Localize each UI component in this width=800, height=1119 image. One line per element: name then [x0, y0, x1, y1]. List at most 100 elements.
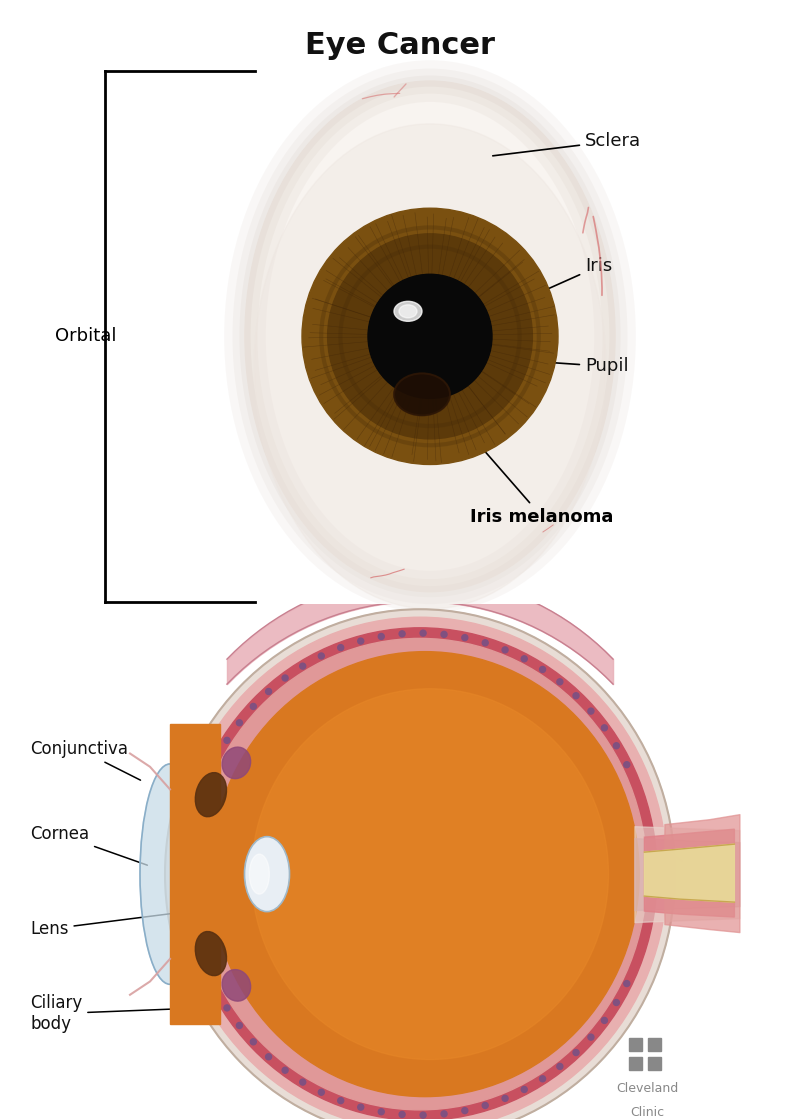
Circle shape [300, 1079, 306, 1085]
Text: Choroid: Choroid [448, 645, 524, 668]
Polygon shape [645, 829, 734, 918]
Circle shape [338, 645, 344, 650]
Text: Retina: Retina [472, 685, 553, 728]
Circle shape [197, 796, 202, 802]
Text: Iris melanoma: Iris melanoma [446, 406, 614, 526]
Circle shape [266, 1054, 271, 1060]
Circle shape [614, 743, 619, 749]
Circle shape [539, 1075, 546, 1082]
Text: Eye Cancer: Eye Cancer [305, 31, 495, 60]
Text: Iris: Iris [522, 257, 612, 300]
Circle shape [573, 693, 579, 698]
Ellipse shape [250, 854, 270, 894]
Circle shape [624, 980, 630, 987]
Ellipse shape [399, 304, 417, 318]
Circle shape [187, 838, 193, 845]
Ellipse shape [195, 772, 226, 817]
Circle shape [602, 1017, 607, 1024]
Circle shape [482, 1102, 488, 1109]
Circle shape [557, 679, 563, 685]
Circle shape [318, 1089, 324, 1096]
Ellipse shape [254, 124, 606, 609]
Ellipse shape [251, 688, 609, 1060]
Circle shape [522, 1087, 527, 1092]
Circle shape [441, 631, 447, 638]
Ellipse shape [368, 274, 492, 398]
Circle shape [197, 947, 202, 952]
Ellipse shape [394, 301, 422, 321]
Circle shape [204, 775, 210, 782]
Circle shape [187, 904, 193, 910]
Circle shape [185, 861, 191, 866]
Circle shape [557, 1063, 563, 1070]
Circle shape [282, 675, 288, 681]
Text: Cornea: Cornea [30, 825, 147, 865]
Circle shape [462, 634, 468, 641]
Bar [648, 1038, 661, 1051]
Circle shape [250, 1038, 256, 1045]
Circle shape [573, 1050, 579, 1055]
Circle shape [213, 756, 219, 762]
Text: Sclera: Sclera [493, 132, 641, 156]
Ellipse shape [394, 374, 450, 415]
Text: Conjunctiva: Conjunctiva [30, 740, 141, 780]
Circle shape [282, 1068, 288, 1073]
Polygon shape [645, 844, 734, 902]
Text: Orbital: Orbital [55, 328, 117, 346]
Ellipse shape [165, 609, 675, 1119]
Text: Cleveland: Cleveland [616, 1082, 678, 1096]
Circle shape [338, 1098, 344, 1103]
Bar [630, 1056, 642, 1070]
Circle shape [539, 667, 546, 673]
Circle shape [602, 725, 607, 731]
Circle shape [191, 925, 197, 931]
Ellipse shape [195, 931, 226, 976]
Circle shape [358, 1104, 364, 1110]
Circle shape [420, 630, 426, 636]
Circle shape [399, 631, 405, 637]
Circle shape [399, 1111, 405, 1118]
Bar [630, 1038, 642, 1051]
Ellipse shape [173, 618, 667, 1119]
Ellipse shape [328, 234, 533, 439]
Circle shape [502, 647, 508, 652]
Ellipse shape [183, 628, 657, 1119]
Circle shape [318, 653, 324, 659]
Ellipse shape [222, 969, 250, 1002]
Circle shape [614, 999, 619, 1006]
Circle shape [378, 1109, 384, 1115]
Circle shape [204, 967, 210, 972]
Circle shape [588, 1034, 594, 1041]
Circle shape [588, 708, 594, 714]
Circle shape [266, 688, 271, 695]
Text: Ciliary
body: Ciliary body [30, 995, 234, 1033]
Circle shape [224, 737, 230, 743]
Ellipse shape [245, 81, 615, 592]
Circle shape [250, 704, 256, 709]
Ellipse shape [222, 747, 250, 779]
Circle shape [224, 1005, 230, 1010]
Circle shape [237, 1023, 242, 1028]
Circle shape [378, 633, 384, 639]
Circle shape [522, 656, 527, 661]
Text: Optic nerve: Optic nerve [525, 790, 682, 861]
Circle shape [502, 1096, 508, 1101]
Ellipse shape [140, 764, 200, 985]
Circle shape [441, 1111, 447, 1117]
Circle shape [358, 638, 364, 645]
Text: Clinic: Clinic [630, 1106, 664, 1119]
Bar [648, 1056, 661, 1070]
Ellipse shape [210, 651, 639, 1097]
Text: Lens: Lens [30, 902, 259, 938]
Ellipse shape [193, 639, 647, 1110]
Circle shape [300, 664, 306, 669]
Circle shape [213, 986, 219, 993]
Text: Pupil: Pupil [462, 357, 629, 375]
Circle shape [191, 817, 197, 824]
Ellipse shape [302, 208, 558, 464]
Circle shape [420, 1112, 426, 1118]
Circle shape [462, 1108, 468, 1113]
Bar [170, 724, 220, 1024]
Circle shape [237, 720, 242, 726]
Circle shape [482, 640, 488, 646]
